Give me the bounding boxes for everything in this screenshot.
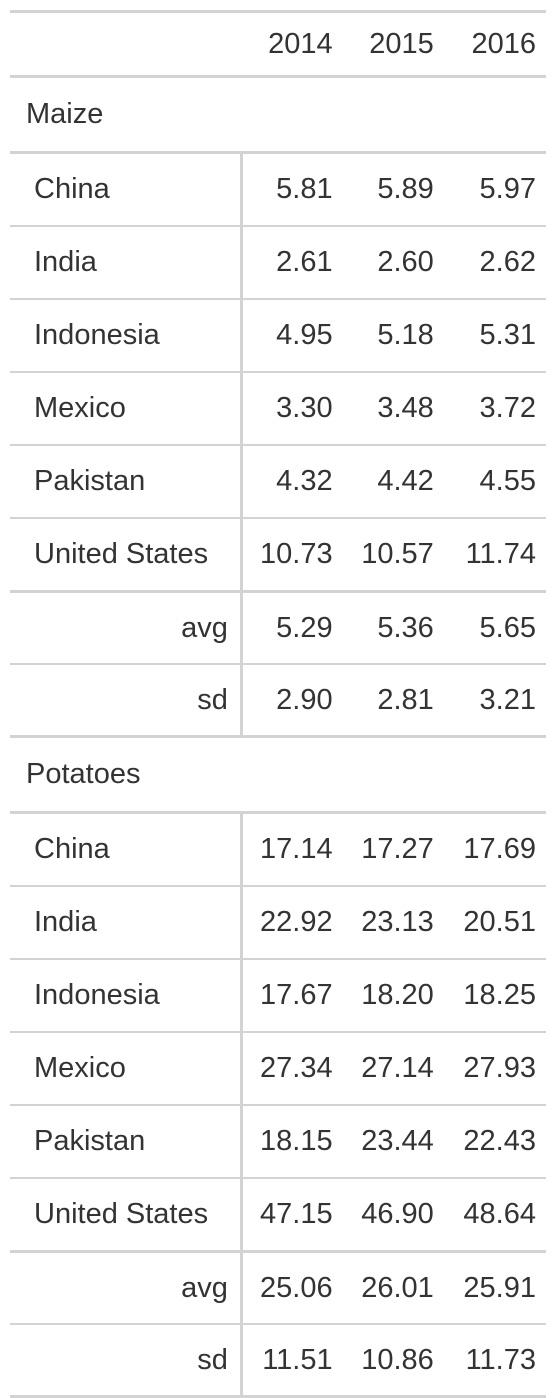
summary-cell: 10.86 <box>342 1323 444 1398</box>
row-label: China <box>10 812 243 886</box>
summary-cell: 5.29 <box>241 590 343 664</box>
table-cell: 10.57 <box>342 517 444 592</box>
table-cell: 5.89 <box>377 173 434 205</box>
summary-row: avg 5.29 5.36 5.65 <box>10 590 546 664</box>
table-cell: 3.30 <box>241 371 343 445</box>
table-row: Pakistan 18.15 23.44 22.43 <box>10 1104 546 1178</box>
table-cell: 5.81 <box>276 173 333 205</box>
summary-cell: 2.81 <box>342 663 444 738</box>
row-label: Indonesia <box>10 958 243 1032</box>
table-row: Indonesia 4.95 5.18 5.31 <box>10 298 546 372</box>
table-cell: 17.14 <box>260 833 333 865</box>
summary-cell: 26.01 <box>342 1250 444 1324</box>
table-cell: 46.90 <box>342 1177 444 1252</box>
summary-label: sd <box>10 1323 243 1398</box>
group-heading-row: Potatoes <box>10 736 546 814</box>
table-cell: 17.67 <box>241 958 343 1032</box>
table-cell: 4.42 <box>342 444 444 518</box>
summary-cell: 2.90 <box>241 663 343 738</box>
row-label: Pakistan <box>10 1104 243 1178</box>
row-label: Mexico <box>10 371 243 445</box>
row-label: United States <box>10 1177 243 1252</box>
group-heading: Potatoes <box>10 736 546 814</box>
table-cell: 5.31 <box>443 298 546 372</box>
table-row: Mexico 3.30 3.48 3.72 <box>10 371 546 445</box>
table-row: China 17.14 17.27 17.69 <box>10 812 546 886</box>
table-cell: 2.61 <box>241 225 343 299</box>
table-cell: 23.44 <box>342 1104 444 1178</box>
crop-yield-table: 2014 2015 2016 Maize China 5.81 5.89 5.9… <box>10 10 546 1398</box>
row-label: United States <box>10 517 243 592</box>
table-cell: 27.14 <box>342 1031 444 1105</box>
column-header: 2014 <box>241 10 343 78</box>
table-row: China 5.81 5.89 5.97 <box>10 152 546 226</box>
table-cell: 10.73 <box>241 517 343 592</box>
group-heading: Maize <box>10 76 546 154</box>
table-cell: 48.64 <box>443 1177 546 1252</box>
table-cell: 3.72 <box>443 371 546 445</box>
table-cell: 18.15 <box>241 1104 343 1178</box>
table-row: Pakistan 4.32 4.42 4.55 <box>10 444 546 518</box>
table-cell: 47.15 <box>241 1177 343 1252</box>
table-row: Mexico 27.34 27.14 27.93 <box>10 1031 546 1105</box>
summary-cell: 11.51 <box>241 1323 343 1398</box>
table-cell: 20.51 <box>443 885 546 959</box>
summary-cell: 25.91 <box>443 1250 546 1324</box>
summary-label: avg <box>10 590 243 664</box>
summary-row: sd 2.90 2.81 3.21 <box>10 663 546 738</box>
table-cell: 5.18 <box>342 298 444 372</box>
row-label: India <box>10 225 243 299</box>
summary-cell: 11.73 <box>443 1323 546 1398</box>
table-cell: 27.93 <box>443 1031 546 1105</box>
row-label: Pakistan <box>10 444 243 518</box>
table-cell: 4.55 <box>443 444 546 518</box>
table-cell: 18.25 <box>443 958 546 1032</box>
row-label: Mexico <box>10 1031 243 1105</box>
row-group-potatoes: Potatoes China 17.14 17.27 17.69 India 2… <box>10 736 546 1398</box>
table-cell: 4.95 <box>241 298 343 372</box>
table-cell: 2.60 <box>342 225 444 299</box>
column-header: 2016 <box>443 10 546 78</box>
table-row: United States 47.15 46.90 48.64 <box>10 1177 546 1252</box>
summary-row: sd 11.51 10.86 11.73 <box>10 1323 546 1398</box>
column-header-row: 2014 2015 2016 <box>10 10 546 78</box>
table-cell: 22.92 <box>241 885 343 959</box>
summary-cell: 3.21 <box>443 663 546 738</box>
summary-row: avg 25.06 26.01 25.91 <box>10 1250 546 1324</box>
summary-label: avg <box>10 1250 243 1324</box>
table-row: Indonesia 17.67 18.20 18.25 <box>10 958 546 1032</box>
table-cell: 4.32 <box>241 444 343 518</box>
summary-cell: 25.06 <box>241 1250 343 1324</box>
table-row: India 2.61 2.60 2.62 <box>10 225 546 299</box>
stub-header <box>10 10 242 78</box>
table-cell: 22.43 <box>443 1104 546 1178</box>
table-cell: 27.34 <box>241 1031 343 1105</box>
row-label: China <box>10 152 243 226</box>
table-cell: 11.74 <box>443 517 546 592</box>
table-cell: 5.97 <box>479 173 536 205</box>
table-cell: 18.20 <box>342 958 444 1032</box>
column-header: 2015 <box>342 10 444 78</box>
row-label: Indonesia <box>10 298 243 372</box>
table-cell: 23.13 <box>342 885 444 959</box>
summary-cell: 5.65 <box>443 590 546 664</box>
table-cell: 17.27 <box>361 833 434 865</box>
table-cell: 2.62 <box>443 225 546 299</box>
row-label: India <box>10 885 243 959</box>
summary-cell: 5.36 <box>342 590 444 664</box>
row-group-maize: Maize China 5.81 5.89 5.97 India 2.61 2.… <box>10 76 546 738</box>
table-cell: 3.48 <box>342 371 444 445</box>
table-cell: 17.69 <box>463 833 536 865</box>
group-heading-row: Maize <box>10 76 546 154</box>
table-row: United States 10.73 10.57 11.74 <box>10 517 546 592</box>
summary-label: sd <box>10 663 243 738</box>
table-row: India 22.92 23.13 20.51 <box>10 885 546 959</box>
